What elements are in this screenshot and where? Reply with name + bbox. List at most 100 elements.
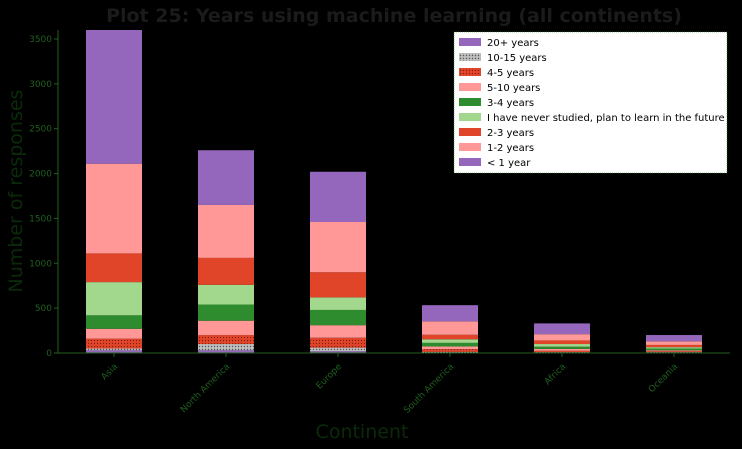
bar-segment-5-10-years bbox=[646, 350, 702, 352]
bar-segment-3-4-years bbox=[422, 342, 478, 347]
bar-segment-2-3-years bbox=[86, 253, 142, 283]
legend-swatch bbox=[459, 158, 481, 166]
bar-segment-20-years bbox=[198, 350, 254, 353]
legend-label: 4-5 years bbox=[487, 68, 534, 79]
legend-label: 2-3 years bbox=[487, 128, 534, 139]
legend-label: I have never studied, plan to learn in t… bbox=[487, 113, 725, 124]
x-tick-label: South America bbox=[402, 362, 456, 416]
bar-segment-20-years bbox=[86, 350, 142, 353]
legend-item-10-15-years: 10-15 years bbox=[459, 53, 547, 64]
bar-segment-5-10-years bbox=[198, 320, 254, 336]
y-tick-label: 1500 bbox=[29, 214, 52, 224]
bar-segment-1-year bbox=[198, 150, 254, 205]
bar-segment-1-2-years bbox=[534, 334, 590, 341]
bar-segment-4-5-years bbox=[198, 335, 254, 345]
y-tick-label: 1000 bbox=[29, 259, 52, 269]
bar-segment-1-2-years bbox=[646, 341, 702, 345]
x-tick-label: Africa bbox=[543, 362, 568, 387]
y-tick-label: 500 bbox=[35, 304, 52, 314]
bar-segment-1-year bbox=[534, 323, 590, 335]
y-tick-label: 0 bbox=[46, 349, 52, 359]
legend-item-3-4-years: 3-4 years bbox=[459, 98, 534, 109]
legend-item-i-have-never-studied-plan-to-learn-in-the-future: I have never studied, plan to learn in t… bbox=[459, 113, 725, 124]
bar-segment-i-have-never-studied-plan-to-learn-in-the-future bbox=[86, 282, 142, 316]
bar-segment-3-4-years bbox=[646, 348, 702, 351]
bar-segment-i-have-never-studied-plan-to-learn-in-the-future bbox=[534, 344, 590, 347]
legend-item-4-5-years: 4-5 years bbox=[459, 68, 534, 79]
legend-item-5-10-years: 5-10 years bbox=[459, 83, 540, 94]
bar-segment-1-year bbox=[422, 305, 478, 322]
bar-segment-3-4-years bbox=[534, 346, 590, 349]
bar-segment-4-5-years bbox=[422, 349, 478, 352]
bar-segment-10-15-years bbox=[198, 344, 254, 351]
bar-segment-1-year bbox=[310, 171, 366, 223]
bar-group-europe bbox=[310, 171, 366, 353]
bar-segment-4-5-years bbox=[86, 338, 142, 349]
bar-segment-1-2-years bbox=[198, 204, 254, 258]
bar-segment-5-10-years bbox=[422, 346, 478, 350]
legend-swatch bbox=[459, 113, 481, 121]
x-axis: Asia North America Europe South America Afri… bbox=[58, 352, 730, 416]
y-axis: 0 500 1000 1500 2000 2500 3000 3500 bbox=[29, 30, 59, 359]
legend-item-1-year: < 1 year bbox=[459, 158, 531, 169]
bar-segment-i-have-never-studied-plan-to-learn-in-the-future bbox=[310, 297, 366, 310]
bar-segment-20-years bbox=[310, 351, 366, 353]
x-axis-label: Continent bbox=[316, 421, 409, 443]
bar-group-oceania bbox=[646, 335, 702, 353]
bar-segment-1-year bbox=[646, 335, 702, 342]
bar-segment-1-year bbox=[86, 30, 142, 164]
bar-segment-3-4-years bbox=[310, 309, 366, 326]
bar-segment-10-15-years bbox=[310, 347, 366, 352]
legend-item-1-2-years: 1-2 years bbox=[459, 143, 534, 154]
legend-label: 20+ years bbox=[487, 38, 539, 49]
bar-segment-2-3-years bbox=[310, 272, 366, 298]
legend-swatch bbox=[459, 53, 481, 61]
bar-segment-2-3-years bbox=[534, 340, 590, 345]
bar-segment-2-3-years bbox=[422, 334, 478, 340]
x-tick-label: Europe bbox=[315, 362, 345, 392]
bar-segment-4-5-years bbox=[310, 337, 366, 348]
chart-title: Plot 25: Years using machine learning (a… bbox=[106, 5, 682, 27]
bar-segment-1-2-years bbox=[422, 321, 478, 335]
legend-swatch bbox=[459, 68, 481, 76]
x-tick-label: Asia bbox=[100, 362, 120, 382]
bar-segment-i-have-never-studied-plan-to-learn-in-the-future bbox=[198, 284, 254, 305]
legend-swatch bbox=[459, 38, 481, 46]
y-tick-label: 2000 bbox=[29, 170, 52, 180]
legend-swatch bbox=[459, 98, 481, 106]
legend-swatch bbox=[459, 83, 481, 91]
bar-segment-3-4-years bbox=[86, 315, 142, 329]
bar-segment-3-4-years bbox=[198, 304, 254, 321]
legend-label: 1-2 years bbox=[487, 143, 534, 154]
bar-segment-5-10-years bbox=[86, 328, 142, 339]
legend-box bbox=[453, 31, 728, 174]
legend-swatch bbox=[459, 128, 481, 136]
bar-segment-2-3-years bbox=[646, 344, 702, 348]
bar-segment-4-5-years bbox=[646, 351, 702, 353]
legend-label: 10-15 years bbox=[487, 53, 547, 64]
y-axis-label: Number of responses bbox=[5, 90, 27, 293]
x-tick-label: North America bbox=[179, 362, 232, 415]
legend-label: 5-10 years bbox=[487, 83, 540, 94]
bar-segment-1-2-years bbox=[310, 222, 366, 273]
bar-segment-4-5-years bbox=[534, 350, 590, 353]
legend-label: 3-4 years bbox=[487, 98, 534, 109]
legend: 20+ years 10-15 years 4-5 years 5-10 years 3… bbox=[453, 31, 728, 174]
plot-area bbox=[86, 30, 702, 353]
bar-segment-10-15-years bbox=[86, 348, 142, 351]
bar-segment-5-10-years bbox=[534, 348, 590, 351]
x-tick-label: Oceania bbox=[647, 362, 680, 395]
bar-group-north-america bbox=[198, 150, 254, 353]
bar-segment-2-3-years bbox=[198, 257, 254, 285]
legend-label: < 1 year bbox=[487, 158, 531, 169]
bar-segment-1-2-years bbox=[86, 163, 142, 254]
y-tick-label: 3500 bbox=[29, 35, 52, 45]
y-tick-label: 2500 bbox=[29, 125, 52, 135]
bar-segment-i-have-never-studied-plan-to-learn-in-the-future bbox=[422, 339, 478, 343]
bar-segment-10-15-years bbox=[422, 351, 478, 353]
bar-segment-5-10-years bbox=[310, 325, 366, 338]
legend-item-2-3-years: 2-3 years bbox=[459, 128, 534, 139]
y-tick-label: 3000 bbox=[29, 80, 52, 90]
